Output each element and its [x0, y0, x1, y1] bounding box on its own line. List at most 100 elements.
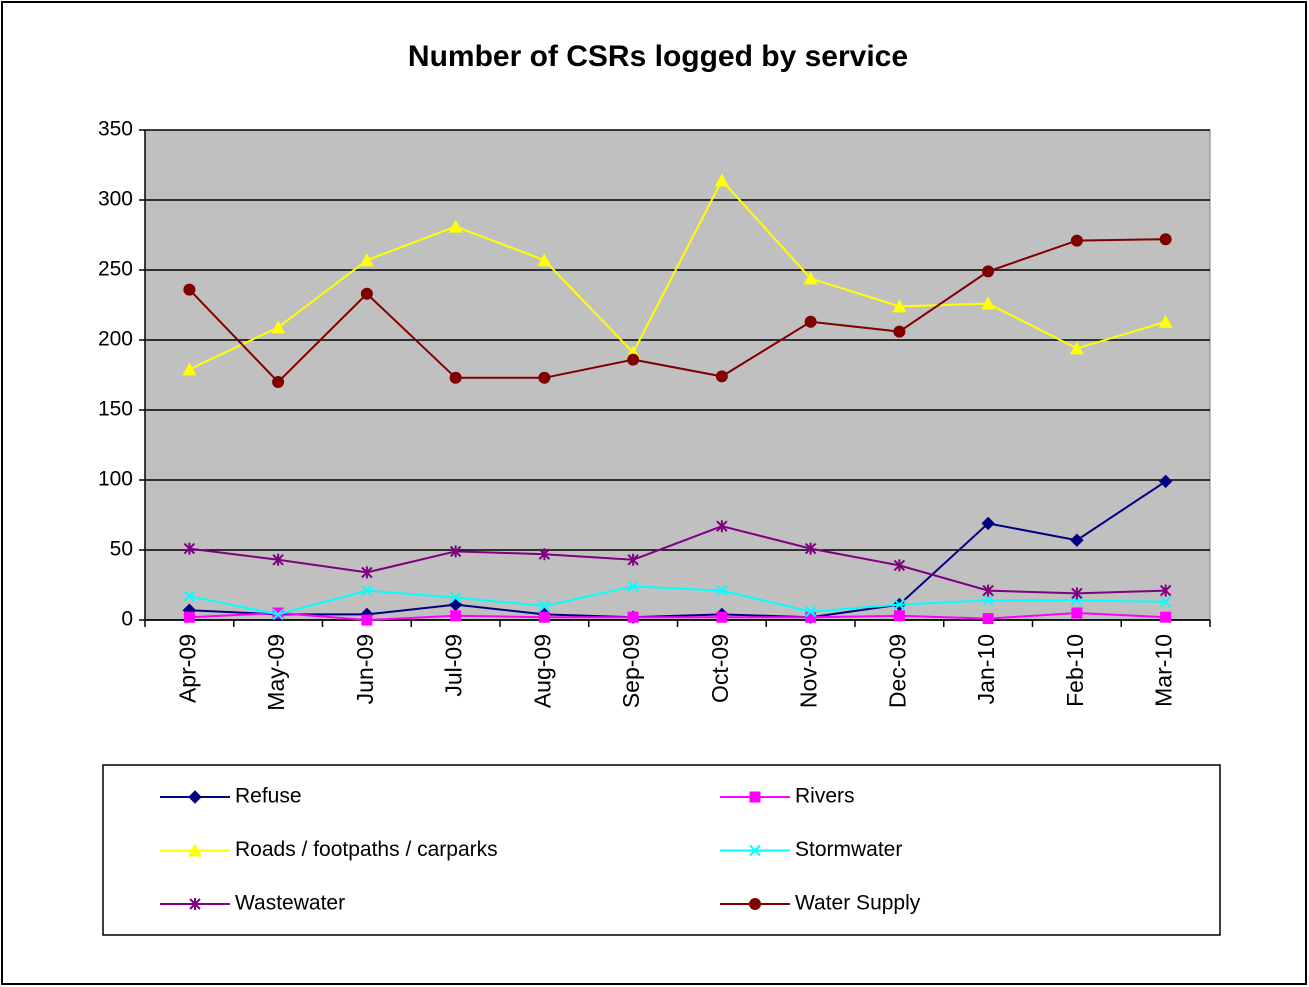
- legend-label: Water Supply: [795, 892, 921, 915]
- x-tick-label: Apr-09: [174, 634, 200, 703]
- marker: [1158, 474, 1173, 489]
- series-line: [189, 611, 1166, 622]
- marker: [188, 790, 202, 804]
- marker: [359, 253, 374, 267]
- marker: [272, 608, 284, 621]
- marker: [1160, 611, 1172, 623]
- marker: [803, 271, 818, 285]
- x-tick-label: Feb-10: [1062, 634, 1088, 707]
- legend-label: Roads / footpaths / carparks: [235, 838, 498, 861]
- series-line: [188, 178, 1166, 371]
- marker: [1071, 607, 1083, 619]
- marker: [627, 553, 639, 566]
- marker: [981, 296, 996, 310]
- marker: [627, 611, 639, 623]
- plot-area: [144, 129, 1211, 621]
- x-tick-label: Mar-10: [1151, 634, 1177, 707]
- y-tick-label: 350: [98, 118, 133, 141]
- marker: [538, 548, 551, 561]
- marker: [716, 611, 728, 623]
- x-tick-label: Aug-09: [529, 634, 555, 708]
- marker: [893, 598, 906, 611]
- marker: [538, 611, 550, 623]
- marker: [361, 614, 373, 626]
- legend-label: Stormwater: [795, 838, 902, 861]
- y-tick-label: 50: [110, 538, 133, 561]
- marker: [449, 545, 462, 558]
- series-line: [188, 238, 1166, 384]
- marker: [627, 580, 639, 593]
- x-tick-label: May-09: [263, 634, 289, 711]
- marker: [893, 325, 906, 338]
- marker: [982, 613, 994, 625]
- marker: [1070, 234, 1083, 247]
- marker: [449, 371, 462, 384]
- x-tick-label: Jun-09: [352, 634, 378, 704]
- marker: [183, 283, 196, 296]
- y-tick-label: 0: [121, 608, 133, 631]
- marker: [272, 553, 284, 566]
- series-line: [189, 525, 1166, 595]
- x-tick-label: Sep-09: [618, 634, 644, 708]
- marker: [183, 590, 196, 602]
- x-tick-label: Dec-09: [884, 634, 910, 708]
- y-tick-label: 300: [98, 188, 133, 211]
- series-line: [189, 480, 1167, 619]
- marker: [182, 362, 197, 376]
- y-tick-label: 200: [98, 328, 133, 351]
- marker: [893, 559, 906, 572]
- marker: [749, 898, 761, 910]
- chart-title: Number of CSRs logged by service: [408, 40, 908, 73]
- marker: [448, 219, 463, 233]
- marker: [537, 253, 552, 267]
- y-tick-label: 150: [98, 398, 133, 421]
- marker: [804, 315, 817, 328]
- marker: [450, 610, 462, 622]
- marker: [805, 611, 817, 623]
- marker: [271, 320, 286, 334]
- y-tick-label: 100: [98, 468, 133, 491]
- legend-label: Wastewater: [235, 892, 345, 915]
- marker: [1158, 314, 1173, 328]
- marker: [804, 542, 817, 555]
- marker: [981, 516, 995, 531]
- marker: [1071, 587, 1083, 600]
- marker: [272, 376, 285, 388]
- marker: [188, 843, 202, 857]
- marker: [892, 299, 907, 313]
- legend-label: Rivers: [795, 785, 855, 808]
- marker: [627, 353, 640, 366]
- marker: [1159, 596, 1172, 608]
- marker: [538, 600, 551, 612]
- marker: [189, 898, 201, 910]
- marker: [715, 370, 728, 383]
- marker: [982, 584, 994, 597]
- marker: [982, 594, 994, 607]
- marker: [1159, 584, 1172, 597]
- marker: [804, 605, 817, 618]
- marker: [1070, 533, 1084, 547]
- marker: [449, 591, 462, 604]
- marker: [361, 584, 373, 597]
- marker: [893, 610, 905, 622]
- marker: [982, 265, 995, 278]
- marker: [361, 566, 373, 579]
- legend-box: [102, 764, 1221, 936]
- x-tick-label: Jan-10: [973, 634, 999, 704]
- x-tick-label: Jul-09: [441, 634, 467, 697]
- marker: [716, 584, 728, 597]
- marker: [183, 611, 195, 623]
- x-tick-label: Oct-09: [707, 634, 733, 703]
- x-tick-label: Nov-09: [796, 634, 822, 708]
- series-line: [189, 585, 1166, 616]
- marker: [1069, 341, 1084, 355]
- marker: [749, 791, 761, 803]
- marker: [749, 844, 761, 857]
- marker: [716, 520, 728, 533]
- marker: [1159, 233, 1172, 246]
- legend-label: Refuse: [235, 785, 302, 808]
- marker: [538, 371, 551, 384]
- marker: [714, 173, 729, 187]
- marker: [183, 542, 196, 555]
